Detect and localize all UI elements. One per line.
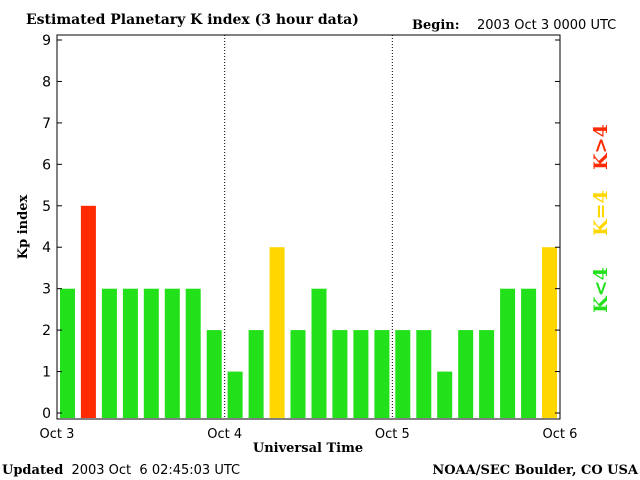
x-tick-label: Oct 5 <box>375 427 410 442</box>
kp-bar <box>80 205 96 418</box>
y-tick-label: 4 <box>42 240 51 256</box>
y-tick-label: 9 <box>42 33 51 49</box>
updated-value: 2003 Oct 6 02:45:03 UTC <box>71 463 240 478</box>
x-tick-label: Oct 4 <box>207 427 242 442</box>
kp-bar <box>311 288 327 418</box>
kp-bar <box>332 330 348 418</box>
legend: K<4 K=4 K>4 <box>590 124 612 313</box>
kp-bar <box>542 247 557 418</box>
updated-label: Updated <box>2 463 63 478</box>
y-axis-ticks: 0 1 2 3 4 5 6 7 8 9 <box>42 33 560 422</box>
y-axis-label: Kp index <box>16 195 31 260</box>
legend-equal: K=4 <box>590 190 612 236</box>
begin-value: 2003 Oct 3 0000 UTC <box>477 18 616 33</box>
y-tick-label: 7 <box>42 116 51 132</box>
x-tick-label: Oct 6 <box>543 427 578 442</box>
footer-source: NOAA/SEC Boulder, CO USA <box>432 463 639 478</box>
kp-bar <box>374 330 390 418</box>
plot-frame <box>56 34 561 420</box>
x-axis-label: Universal Time <box>253 441 363 456</box>
kp-bar <box>290 330 306 418</box>
y-tick-label: 6 <box>42 157 51 173</box>
kp-bar <box>458 330 474 418</box>
legend-low: K<4 <box>590 267 612 313</box>
y-tick-label: 2 <box>42 323 51 339</box>
chart-title: Estimated Planetary K index (3 hour data… <box>26 12 359 28</box>
kp-bar <box>353 330 369 418</box>
y-tick-label: 1 <box>42 365 51 381</box>
kp-bar <box>60 288 75 418</box>
kp-bar <box>185 288 201 418</box>
y-tick-label: 8 <box>42 74 51 90</box>
kp-bar <box>101 288 117 418</box>
kp-bar <box>206 330 222 418</box>
kp-bar <box>122 288 138 418</box>
y-tick-label: 0 <box>42 406 51 422</box>
bars-group <box>60 205 557 418</box>
kp-bar <box>227 371 243 418</box>
kp-bar <box>164 288 180 418</box>
kp-bar <box>248 330 264 418</box>
kp-bar <box>416 330 432 418</box>
kp-bar <box>500 288 516 418</box>
kp-bar <box>269 247 285 418</box>
legend-high: K>4 <box>590 124 612 170</box>
y-tick-label: 3 <box>42 282 51 298</box>
kp-bar <box>479 330 495 418</box>
x-tick-label: Oct 3 <box>40 427 75 442</box>
day-separators <box>224 35 393 419</box>
footer-updated: Updated 2003 Oct 6 02:45:03 UTC <box>2 463 240 478</box>
kp-bar <box>437 371 453 418</box>
kp-bar <box>521 288 537 418</box>
x-axis-ticks: Oct 3 Oct 4 Oct 5 Oct 6 <box>40 427 578 442</box>
begin-label: Begin: <box>412 18 460 33</box>
kp-bar <box>395 330 411 418</box>
y-tick-label: 5 <box>42 199 51 215</box>
kp-bar <box>143 288 159 418</box>
